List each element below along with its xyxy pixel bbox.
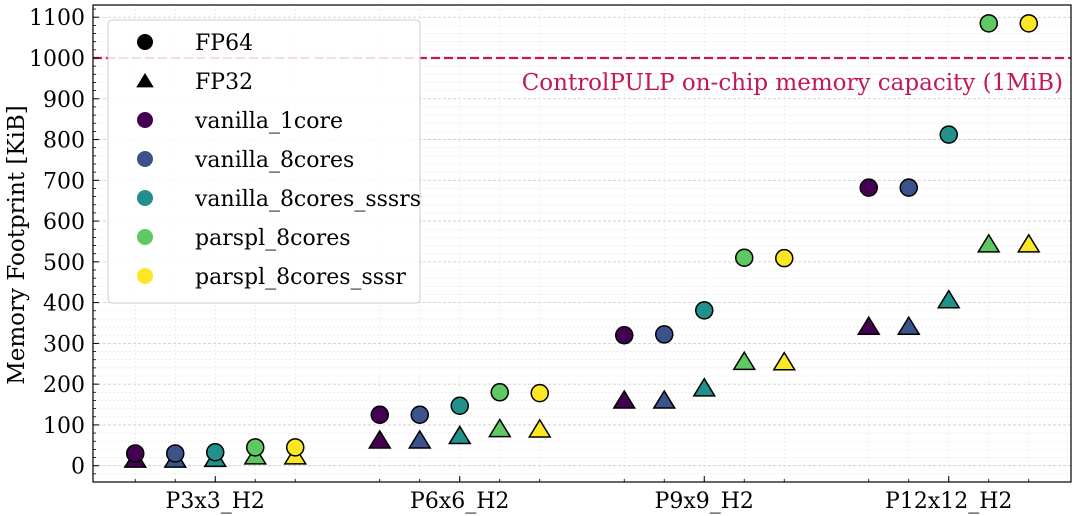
fp64-point-vanilla_1core [859,178,878,197]
fp32-point-parspl_8cores_sssr [527,418,552,438]
y-tick-label: 600 [43,210,85,235]
legend-marker-triangle [136,73,154,88]
fp64-point-parspl_8cores_sssr [286,438,305,457]
x-tick-label: P12x12_H2 [885,489,1012,514]
legend-label: vanilla_8cores [194,148,354,173]
fp64-point-vanilla_8cores_sssrs [206,442,225,462]
fp64-point-parspl_8cores [246,438,265,457]
legend: FP64 FP32 vanilla_1core vanilla_8coresvanil… [107,19,421,304]
fp64-point-vanilla_8cores_sssrs [450,396,469,416]
y-tick-label: 1100 [29,6,85,31]
legend-box [107,19,421,304]
fp32-point-vanilla_8cores [652,389,677,409]
fp32-point-vanilla_8cores_sssrs [692,377,717,397]
fp32-point-vanilla_1core [856,315,881,336]
y-axis-title: Memory Footprint [KiB] [4,105,30,385]
fp32-point-parspl_8cores [487,418,512,438]
fp32-point-vanilla_8cores_sssrs [936,289,961,309]
fp64-point-vanilla_8cores [410,405,429,424]
fp32-point-parspl_8cores_sssr [1016,233,1041,253]
y-tick-label: 500 [43,251,85,276]
legend-label: FP64 [195,31,253,56]
x-tick-label: P9x9_H2 [655,489,754,514]
fp32-point-vanilla_1core [612,389,637,409]
legend-label: parspl_8cores [195,226,351,251]
fp32-point-vanilla_8cores_sssrs [447,424,472,445]
fp64-point-parspl_8cores_sssr [530,383,549,403]
legend-label: parspl_8cores_sssr [195,265,406,290]
fp64-point-vanilla_8cores_sssrs [695,301,714,320]
fp64-point-vanilla_8cores [655,325,674,344]
plot-frame [92,4,1072,483]
legend-swatch [137,190,153,206]
legend-swatch [137,229,153,245]
fp64-point-vanilla_1core [126,444,145,463]
fp64-point-vanilla_8cores [166,444,185,463]
reference-line-label: ControlPULP on-chip memory capacity (1Mi… [522,70,1063,96]
data-points [123,14,1041,468]
y-tick-label: 0 [71,455,85,480]
fp64-point-parspl_8cores_sssr [1019,14,1038,33]
y-tick-label: 300 [43,332,85,357]
fp32-point-vanilla_8cores [896,315,921,336]
x-tick-label: P6x6_H2 [410,489,509,514]
y-tick-label: 200 [43,373,85,398]
legend-swatch [137,268,153,284]
legend-marker-circle [137,34,153,50]
fp32-point-vanilla_1core [367,429,392,449]
fp64-point-parspl_8cores [979,14,998,33]
fp32-point-parspl_8cores [732,350,757,371]
y-tick-label: 900 [43,88,85,113]
fp64-point-vanilla_8cores [899,178,918,197]
y-tick-label: 1000 [29,47,85,72]
fp64-point-vanilla_8cores_sssrs [939,125,958,144]
y-tick-label: 100 [43,414,85,439]
fp32-point-parspl_8cores [976,233,1001,253]
fp64-point-vanilla_1core [615,325,634,345]
y-tick-label: 700 [43,169,85,194]
legend-label: vanilla_8cores_sssrs [194,187,421,212]
y-tick-label: 800 [43,129,85,154]
legend-label: FP32 [195,70,253,95]
fp64-point-parspl_8cores [490,383,509,402]
axis-ticks: 0 100 200 300 400 500 600 700 800 900 1000 1100 P3x3… [29,6,1030,514]
fp64-point-parspl_8cores [735,248,754,268]
x-tick-label: P3x3_H2 [166,489,265,514]
legend-swatch [137,151,153,167]
fp32-point-vanilla_8cores [407,429,432,449]
legend-label: vanilla_1core [194,109,343,134]
fp64-point-parspl_8cores_sssr [775,248,794,268]
legend-swatch [137,112,153,128]
fp32-point-parspl_8cores_sssr [772,351,797,371]
y-tick-label: 400 [43,292,85,317]
fp64-point-vanilla_1core [370,405,389,424]
